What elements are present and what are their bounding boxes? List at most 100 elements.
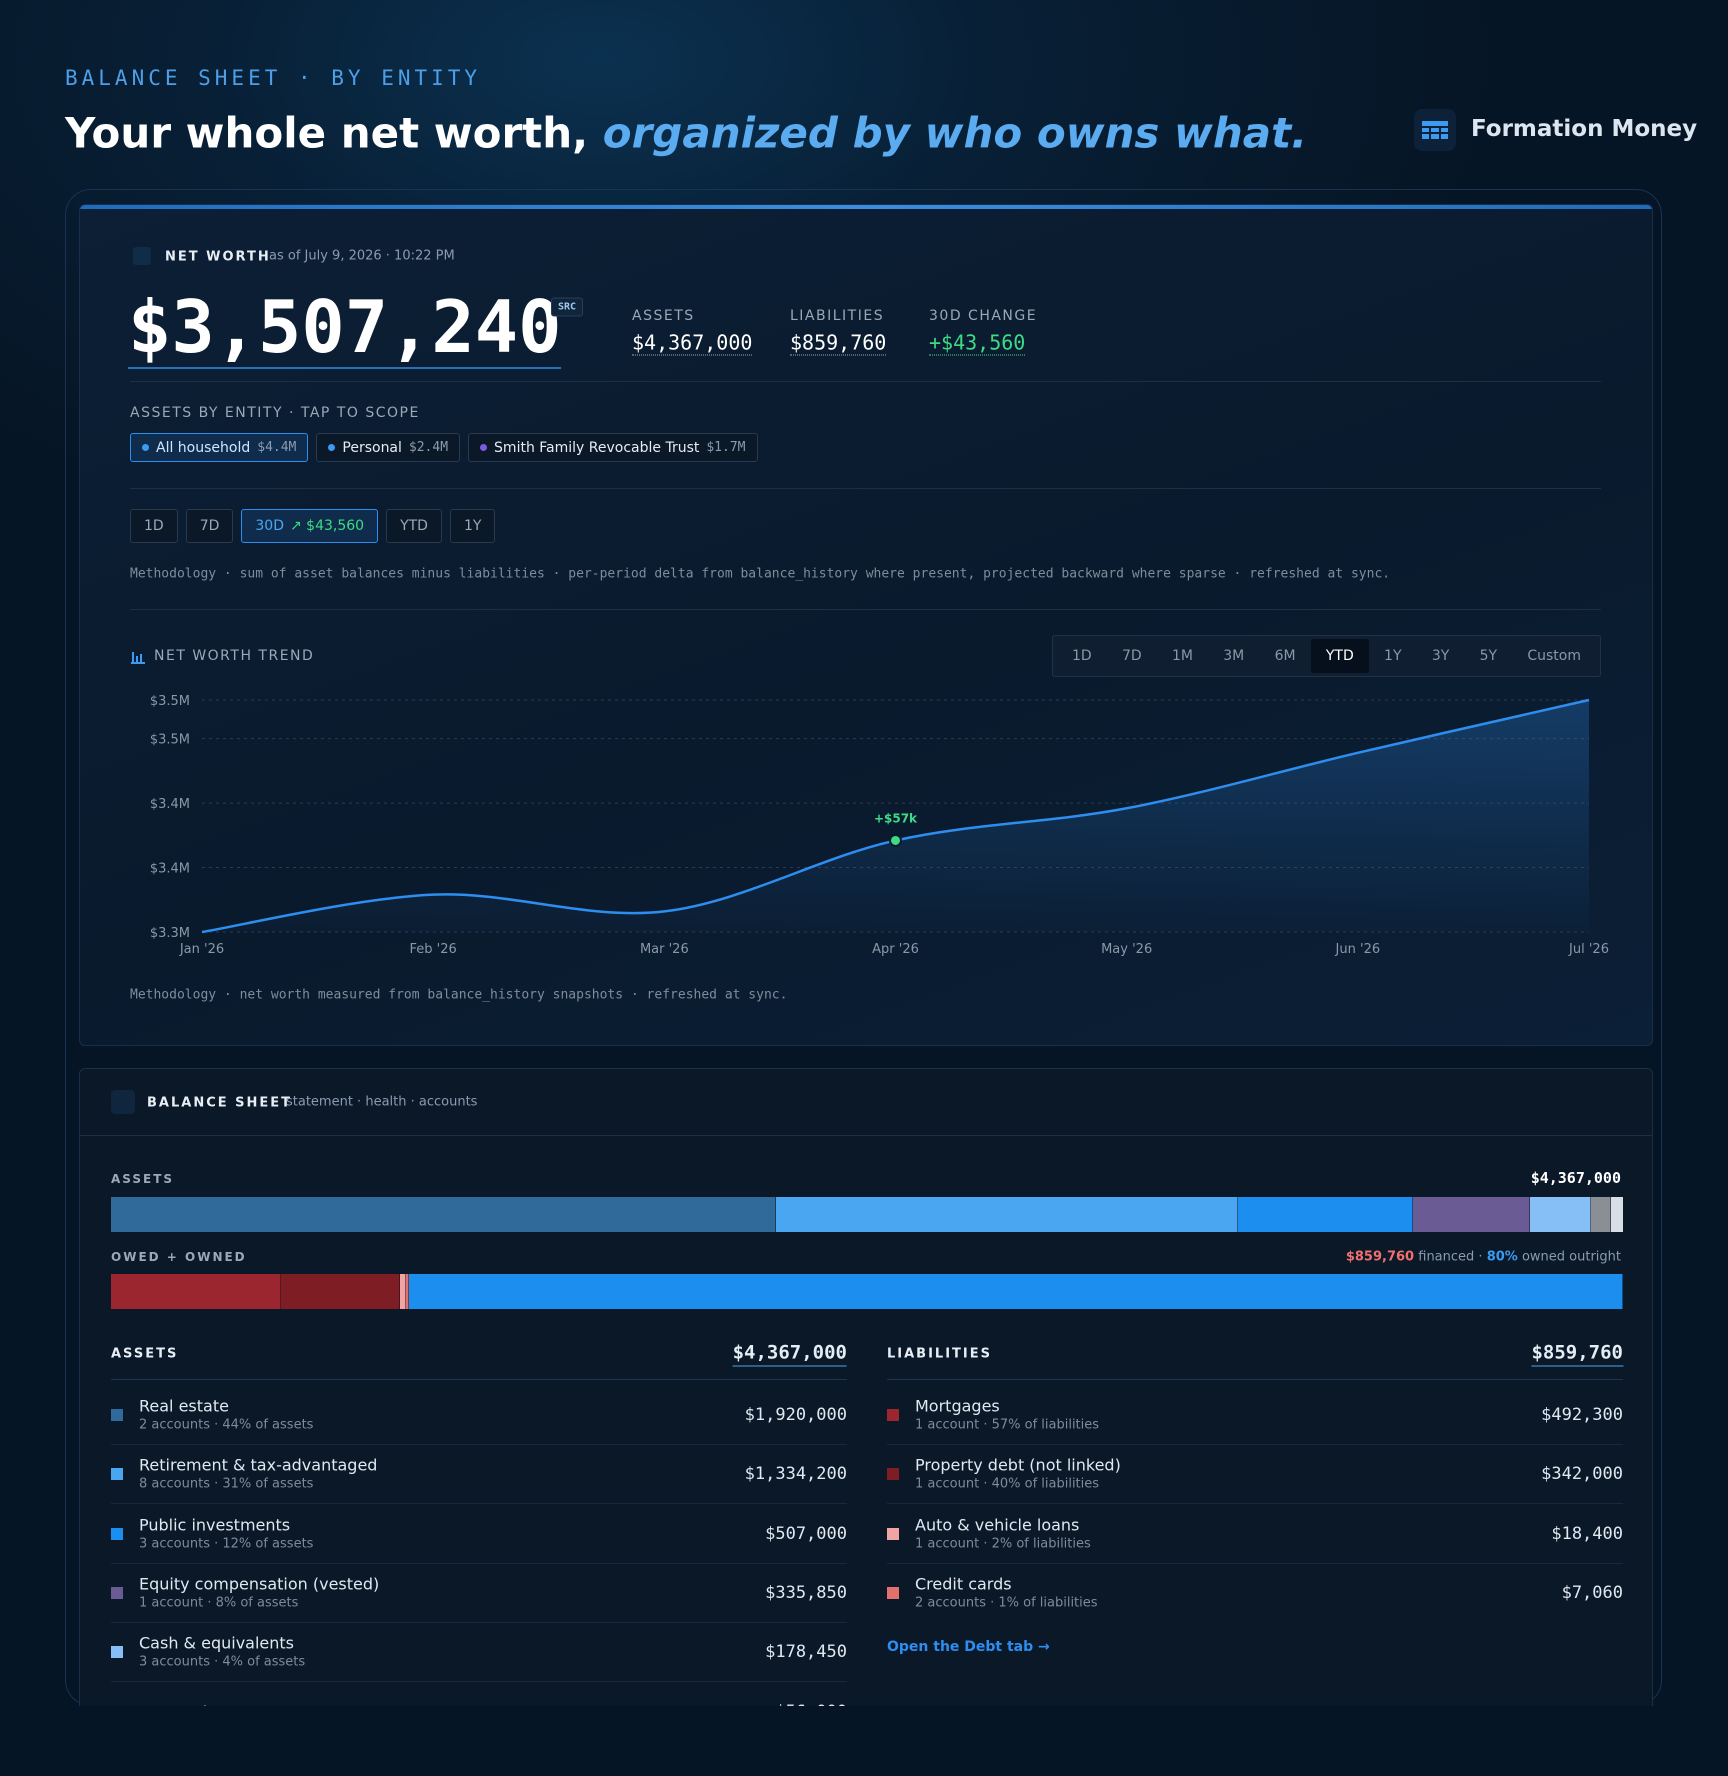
stat-label: ASSETS (632, 308, 695, 324)
period-label: 7D (199, 518, 220, 534)
x-tick-label: Mar '26 (640, 942, 689, 957)
table-title: ASSETS (111, 1346, 179, 1362)
bar-segment (406, 1274, 409, 1309)
net-worth-icon (133, 247, 151, 265)
annotation-point (889, 833, 902, 847)
range-tab[interactable]: 1M (1171, 648, 1193, 664)
period-button[interactable]: 1Y (449, 509, 496, 543)
headline-emphasis: organized by who owns what. (602, 108, 1308, 158)
row-value: $492,300 (1541, 1405, 1623, 1425)
row-label: Public investments (139, 1515, 291, 1535)
debt-link[interactable]: Open the Debt tab → (887, 1639, 1050, 1656)
x-tick-label: Feb '26 (410, 942, 457, 957)
bar-segment (775, 1197, 1238, 1232)
entity-amount: $4.4M (257, 440, 297, 455)
row-meta: 3 accounts · 4% of assets (139, 1654, 306, 1670)
bar-segment (1591, 1197, 1611, 1232)
period-button[interactable]: YTD (386, 509, 442, 543)
row-swatch (887, 1527, 899, 1540)
range-tab[interactable]: 7D (1121, 648, 1142, 664)
owed-label: OWED + OWNED (111, 1250, 247, 1264)
row-value: $1,334,200 (744, 1464, 847, 1485)
bar-segment (399, 1274, 407, 1309)
period-label: 1Y (463, 518, 482, 534)
methodology: Methodology · sum of asset balances minu… (130, 566, 1391, 582)
range-tab[interactable]: YTD (1310, 639, 1369, 673)
table-rule (887, 1379, 1623, 1380)
row-divider (887, 1562, 1623, 1564)
balance-title: BALANCE SHEET (147, 1095, 293, 1111)
bar-segment (1529, 1197, 1592, 1232)
y-tick-label: $3.5M (150, 733, 190, 748)
row-label: Cash & equivalents (139, 1633, 294, 1653)
entity-chip[interactable]: Personal $2.4M (316, 433, 461, 462)
entity-chip[interactable]: Smith Family Revocable Trust $1.7M (468, 433, 758, 462)
row-meta: 2 accounts · 1% of liabilities (915, 1595, 1098, 1611)
row-swatch (111, 1705, 123, 1706)
range-tab[interactable]: 3M (1223, 648, 1245, 664)
row-swatch (887, 1468, 899, 1481)
balance-subtitle: statement · health · accounts (286, 1094, 478, 1110)
entity-chip[interactable]: All household $4.4M (130, 433, 309, 462)
row-swatch (111, 1527, 123, 1540)
financed-text: financed · (1418, 1249, 1483, 1265)
period-button[interactable]: 30D ↗ $43,560 (241, 509, 379, 543)
net-worth-label: NET WORTH (165, 249, 271, 265)
trend-methodology: Methodology · net worth measured from ba… (130, 987, 788, 1003)
x-tick-label: Jun '26 (1335, 942, 1381, 957)
row-value: $178,450 (765, 1642, 847, 1663)
entity-heading: ASSETS BY ENTITY · TAP TO SCOPE (130, 405, 420, 421)
row-divider (111, 1562, 847, 1564)
table-title: LIABILITIES (887, 1346, 992, 1362)
row-meta: 8 accounts · 31% of assets (139, 1476, 314, 1492)
balance-icon (111, 1090, 135, 1114)
row-meta: 1 account · 57% of liabilities (915, 1417, 1100, 1433)
bar-segment (111, 1274, 282, 1309)
x-tick-label: Apr '26 (872, 942, 919, 957)
row-label: Personal property (139, 1702, 281, 1706)
period-label: 30D (255, 518, 284, 534)
owed-bar (111, 1274, 1623, 1309)
row-value: $1,920,000 (744, 1405, 847, 1425)
row-label: Property debt (not linked) (915, 1455, 1121, 1475)
brand-glyph (1422, 121, 1448, 139)
annotation-label: +$57k (874, 811, 918, 825)
row-swatch (111, 1468, 123, 1481)
range-tab[interactable]: 6M (1274, 648, 1296, 664)
period-button[interactable]: 1D (130, 509, 178, 543)
row-label: Auto & vehicle loans (915, 1515, 1080, 1535)
entity-name: All household (156, 439, 251, 456)
period-delta: ↗ $43,560 (289, 518, 365, 534)
period-label: YTD (400, 518, 428, 534)
accent-bar (80, 205, 1652, 209)
row-value: $18,400 (1551, 1523, 1623, 1544)
divider (130, 609, 1601, 610)
range-tab[interactable]: 5Y (1479, 648, 1498, 664)
row-divider (111, 1621, 847, 1623)
divider (80, 1135, 1652, 1136)
row-divider (887, 1503, 1623, 1505)
range-tab[interactable]: Custom (1527, 648, 1581, 664)
period-button[interactable]: 7D (185, 509, 234, 543)
row-value: $507,000 (765, 1523, 847, 1544)
bar-segment (1413, 1197, 1530, 1232)
brand-icon (1414, 109, 1456, 151)
stat-label: LIABILITIES (790, 308, 885, 324)
balance-sheet-card: BALANCE SHEET statement · health · accou… (79, 1068, 1653, 1706)
src-badge[interactable]: SRC (551, 297, 584, 317)
row-divider (111, 1681, 847, 1683)
range-tab[interactable]: 3Y (1431, 648, 1450, 664)
entity-dot (142, 444, 149, 451)
period-label: 1D (144, 518, 164, 534)
range-tab[interactable]: 1D (1072, 648, 1092, 664)
bar-segment (111, 1197, 776, 1232)
row-value: $335,850 (765, 1582, 847, 1603)
row-swatch (887, 1409, 899, 1421)
entity-amount: $2.4M (408, 440, 449, 455)
row-value: $342,000 (1541, 1464, 1623, 1485)
entity-dot (328, 444, 336, 451)
range-tab[interactable]: 1Y (1384, 648, 1402, 664)
row-divider (887, 1444, 1623, 1445)
entity-amount: $1.7M (706, 440, 746, 455)
